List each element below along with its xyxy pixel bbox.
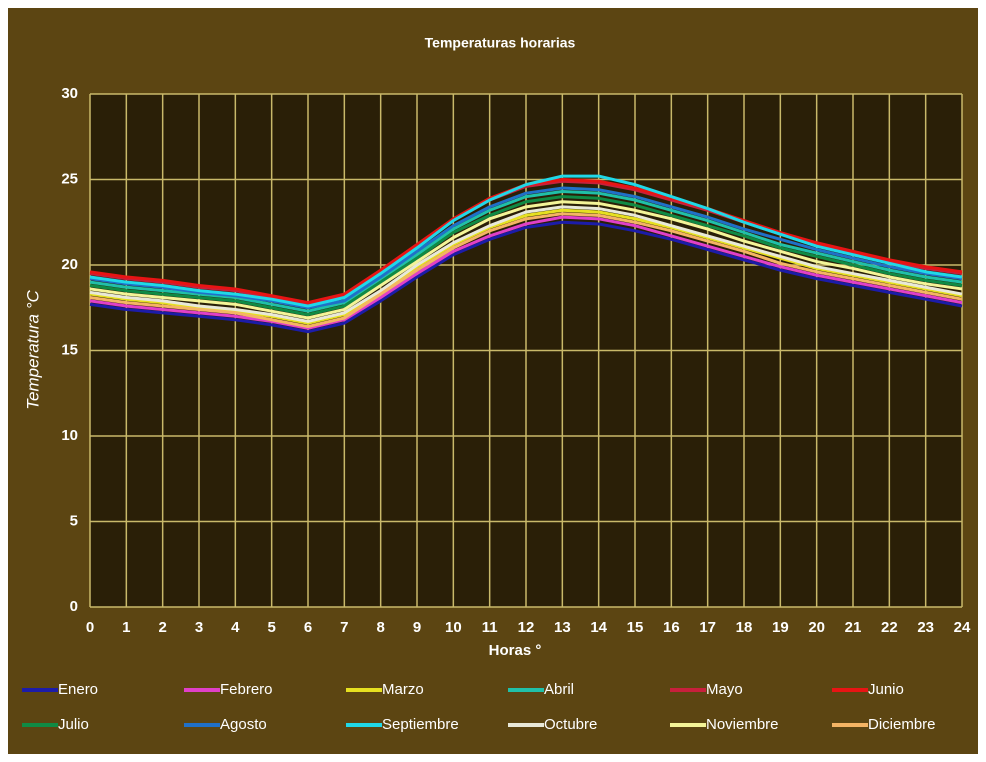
x-tick-label: 12 [518, 619, 535, 636]
x-tick-label: 13 [554, 619, 571, 636]
x-tick-label: 6 [304, 619, 312, 636]
legend-label: Abril [544, 681, 574, 698]
y-tick-label: 15 [61, 341, 78, 358]
series-line [89, 208, 963, 325]
series-line [89, 186, 963, 310]
x-tick-label: 4 [231, 619, 240, 636]
series-line [89, 179, 963, 306]
legend-label: Mayo [706, 681, 743, 698]
legend-label: Diciembre [868, 716, 936, 733]
x-tick-label: 22 [881, 619, 898, 636]
series-line [89, 200, 963, 320]
y-axis-label: Temperatura °C [23, 290, 42, 410]
y-tick-label: 30 [61, 85, 78, 102]
y-tick-label: 25 [61, 170, 78, 187]
y-tick-label: 20 [61, 256, 78, 273]
y-tick-label: 10 [61, 427, 78, 444]
legend-label: Marzo [382, 681, 424, 698]
x-tick-label: 21 [845, 619, 862, 636]
x-tick-label: 0 [86, 619, 94, 636]
x-tick-label: 5 [267, 619, 275, 636]
legend-label: Julio [58, 716, 89, 733]
x-tick-label: 17 [699, 619, 716, 636]
y-tick-label: 0 [70, 598, 78, 615]
x-tick-label: 19 [772, 619, 789, 636]
x-tick-label: 23 [917, 619, 934, 636]
series-line [89, 205, 963, 323]
legend-label: Febrero [220, 681, 273, 698]
x-tick-label: 11 [482, 619, 498, 636]
x-tick-label: 14 [590, 619, 607, 636]
x-tick-label: 18 [736, 619, 753, 636]
x-tick-label: 8 [376, 619, 384, 636]
legend-label: Junio [868, 681, 904, 698]
x-axis-label: Horas ° [489, 642, 542, 659]
x-tick-label: 15 [627, 619, 644, 636]
legend-label: Agosto [220, 716, 267, 733]
x-tick-label: 7 [340, 619, 348, 636]
x-tick-label: 16 [663, 619, 680, 636]
legend-label: Septiembre [382, 716, 459, 733]
legend-label: Noviembre [706, 716, 779, 733]
series-line [89, 212, 963, 329]
x-tick-label: 1 [122, 619, 130, 636]
series-line [89, 189, 963, 313]
series-line [89, 215, 963, 330]
x-tick-label: 9 [413, 619, 421, 636]
legend-label: Enero [58, 681, 98, 698]
series-line [89, 174, 963, 308]
x-tick-label: 24 [954, 619, 971, 636]
x-tick-label: 10 [445, 619, 462, 636]
series-line [89, 195, 963, 317]
x-tick-label: 3 [195, 619, 203, 636]
chart-title: Temperaturas horarias [425, 35, 576, 51]
series-line [89, 220, 963, 334]
legend-label: Octubre [544, 716, 597, 733]
x-tick-label: 2 [158, 619, 166, 636]
y-tick-label: 5 [70, 512, 78, 529]
x-tick-label: 20 [808, 619, 825, 636]
